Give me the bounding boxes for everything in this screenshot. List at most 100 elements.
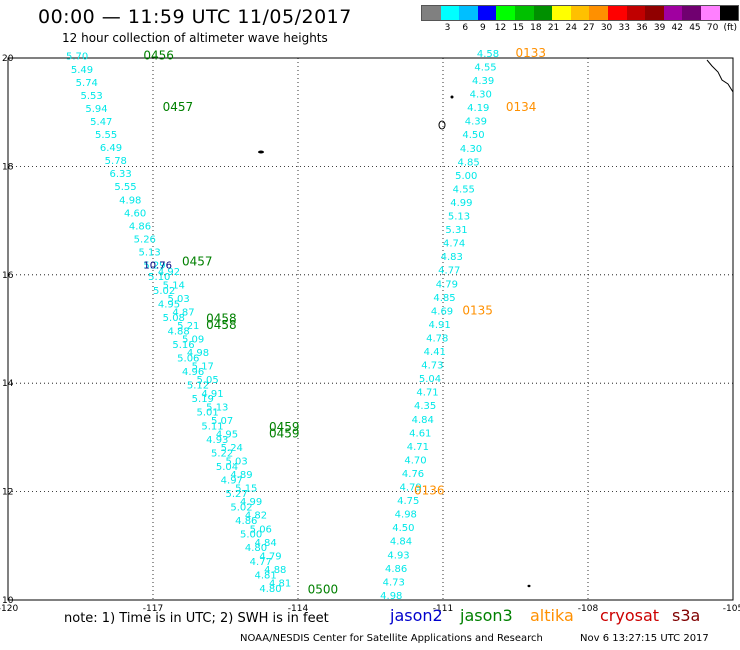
swh-sample: 4.74 <box>443 239 465 250</box>
swh-sample: 4.95 <box>158 299 180 310</box>
legend-swatches <box>421 5 739 21</box>
swh-sample: 4.71 <box>416 388 438 399</box>
swh-sample: 4.84 <box>412 415 434 426</box>
map-subtitle: 12 hour collection of altimeter wave hei… <box>62 31 328 45</box>
swh-sample: 4.50 <box>392 523 414 534</box>
pass-time-label: 0459 <box>269 426 300 440</box>
x-tick-label: -111 <box>433 604 453 614</box>
swh-sample: 4.85 <box>458 157 480 168</box>
swh-sample: 5.31 <box>445 225 467 236</box>
pass-time-label: 0134 <box>506 100 537 114</box>
map-grid <box>7 57 734 601</box>
legend-label: 24 <box>565 23 577 33</box>
swh-sample: 5.02 <box>230 503 252 514</box>
pass-time-label: 0136 <box>414 483 445 497</box>
swh-sample: 4.70 <box>404 455 426 466</box>
swh-sample: 5.22 <box>211 448 233 459</box>
map-frame <box>7 57 734 601</box>
x-tick-label: -117 <box>143 604 163 614</box>
island-icon <box>258 150 264 154</box>
mission-s3a: s3a <box>672 606 701 625</box>
swh-sample: 4.58 <box>477 49 499 60</box>
y-tick-label: 14 <box>2 379 14 389</box>
swh-sample: 4.91 <box>429 320 451 331</box>
swh-sample: 4.30 <box>470 90 492 101</box>
swh-sample: 4.79 <box>400 483 422 494</box>
swh-sample: 5.04 <box>419 374 441 385</box>
credit-text: NOAA/NESDIS Center for Satellite Applica… <box>240 633 543 644</box>
swh-sample: 5.29 <box>143 260 165 271</box>
swh-sample: 4.77 <box>250 557 272 568</box>
legend-swatch <box>719 6 739 20</box>
swh-sample: 4.84 <box>255 538 277 549</box>
swh-sample: 5.03 <box>226 457 248 468</box>
swh-sample: 5.00 <box>455 171 477 182</box>
swh-sample: 4.61 <box>409 428 431 439</box>
swh-sample: 5.55 <box>95 130 117 141</box>
swh-sample: 5.04 <box>216 462 238 473</box>
swh-sample: 5.21 <box>177 321 199 332</box>
legend-swatch <box>626 6 646 20</box>
legend-swatch <box>700 6 720 20</box>
legend-swatch <box>589 6 608 20</box>
legend-label: 45 <box>689 23 701 33</box>
y-tick-label: 10 <box>2 596 14 606</box>
swh-sample: 4.95 <box>216 429 238 440</box>
legend-label: 36 <box>636 23 648 33</box>
swh-sample: 4.92 <box>158 267 180 278</box>
color-scale-legend: 3 6 9 12 15 18 21 24 27 30 33 36 39 42 45 70 (ft) <box>421 5 739 33</box>
swh-sample: 5.94 <box>85 104 107 115</box>
x-tick-label: -108 <box>578 604 599 614</box>
mission-jason3: jason3 <box>460 606 513 625</box>
swh-sample: 5.06 <box>177 354 199 365</box>
swh-sample: 4.30 <box>460 144 482 155</box>
swh-sample: 5.74 <box>76 78 98 89</box>
y-tick-label: 20 <box>2 54 14 64</box>
mission-cryosat: cryosat <box>600 606 660 625</box>
swh-sample: 4.73 <box>421 361 443 372</box>
swh-sample: 5.16 <box>172 340 194 351</box>
legend-swatch <box>663 6 683 20</box>
x-tick-label: -120 <box>0 604 18 614</box>
legend-label: 42 <box>671 23 683 33</box>
legend-label: 39 <box>653 23 666 33</box>
swh-sample: 4.93 <box>206 435 228 446</box>
pass-time-label: 0456 <box>143 49 174 63</box>
pass-time-label: 0133 <box>516 46 547 60</box>
island-icon <box>438 120 446 130</box>
swh-sample: 5.09 <box>182 335 204 346</box>
legend-swatch <box>459 6 478 20</box>
swh-sample: 5.13 <box>448 212 470 223</box>
legend-swatch <box>552 6 571 20</box>
legend-label: 33 <box>618 23 630 33</box>
swh-sample: 4.93 <box>387 550 409 561</box>
swh-sample: 4.82 <box>245 511 267 522</box>
legend-label: 30 <box>600 23 613 33</box>
swh-sample: 4.98 <box>187 348 209 359</box>
swh-sample: 4.86 <box>129 221 151 232</box>
swh-sample: 5.00 <box>240 530 262 541</box>
swh-sample: 4.41 <box>424 347 446 358</box>
swh-sample: 4.69 <box>431 306 453 317</box>
swh-sample: 4.83 <box>441 252 463 263</box>
legend-swatch <box>496 6 515 20</box>
pass-time-label: 0459 <box>269 420 300 434</box>
map-title: 00:00 — 11:59 UTC 11/05/2017 <box>38 6 352 28</box>
mission-jason2: jason2 <box>390 606 443 625</box>
x-tick-label: -114 <box>288 604 309 614</box>
swh-sample: 4.80 <box>259 584 281 595</box>
swh-sample: 6.49 <box>100 143 122 154</box>
coastline-features <box>258 59 734 588</box>
swh-sample: 4.79 <box>436 279 458 290</box>
swh-sample: 4.98 <box>395 510 417 521</box>
axis-labels: -120 -117 -114 -111 -108 -105 20 18 16 14 12 10 <box>0 54 740 614</box>
legend-label: 27 <box>583 23 595 33</box>
swh-sample: 5.27 <box>226 489 248 500</box>
legend-label: 3 <box>444 23 451 33</box>
legend-swatch <box>682 6 701 20</box>
swh-sample: 5.49 <box>71 65 93 76</box>
pass-time-label: 0458 <box>206 318 237 332</box>
swh-sample: 4.55 <box>474 62 496 73</box>
